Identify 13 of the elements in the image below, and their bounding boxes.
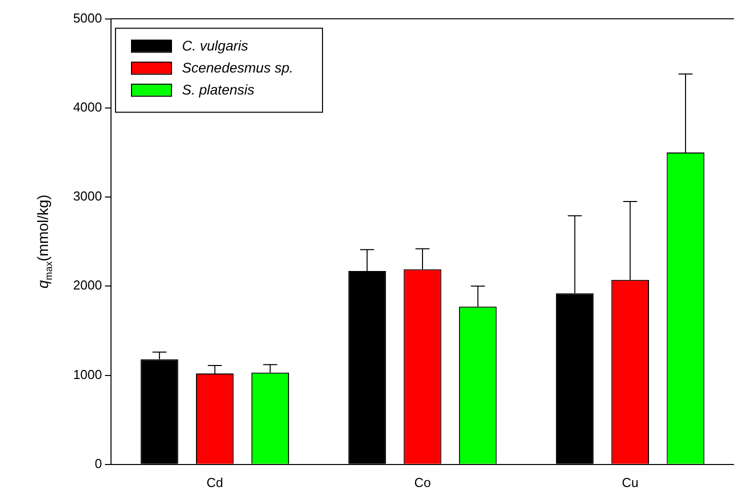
x-tick-label: Cd (206, 474, 224, 490)
legend-label: C. vulgaris (182, 38, 248, 54)
x-tick-label: Cu (622, 474, 638, 490)
y-tick-label: 0 (94, 456, 102, 471)
y-tick-label: 5000 (73, 10, 102, 26)
y-tick-label: 4000 (73, 100, 102, 114)
x-tick-label: Co (414, 474, 431, 490)
y-tick-label: 2000 (73, 278, 102, 293)
y-axis-title: qmax(mmol/kg) (35, 194, 55, 289)
legend-label: S. platensis (182, 82, 254, 98)
y-tick-label: 1000 (73, 366, 102, 382)
y-tick-label: 3000 (73, 188, 102, 204)
legend-label: Scenedesmus sp. (182, 60, 294, 76)
